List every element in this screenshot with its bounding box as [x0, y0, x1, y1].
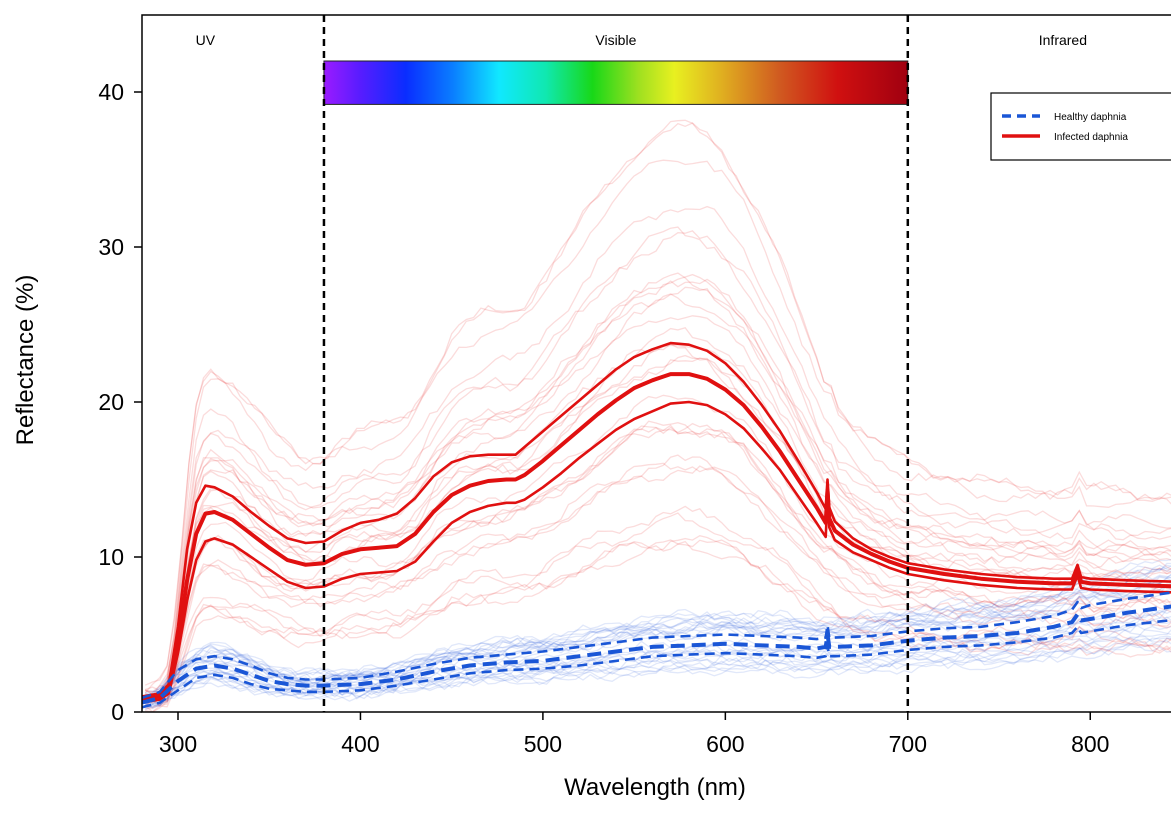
- healthy-sample-line: [145, 635, 1171, 708]
- infected-sample-line: [144, 278, 1171, 702]
- infected-daphnia-mean-line: [142, 372, 1171, 702]
- y-tick-label: 30: [98, 234, 124, 260]
- healthy-sample-line: [144, 628, 1171, 709]
- healthy-sample-line: [145, 635, 1171, 707]
- infected-sample-line: [144, 539, 1171, 712]
- y-tick-label: 20: [98, 389, 124, 415]
- infected-sample-line: [144, 354, 1171, 707]
- y-tick-label: 10: [98, 544, 124, 570]
- y-tick-label: 40: [98, 79, 124, 105]
- infected-sample-line: [144, 119, 1171, 686]
- healthy-sample-line: [145, 574, 1171, 700]
- infected-sample-line: [145, 159, 1171, 696]
- legend: Healthy daphnia Infected daphnia: [990, 92, 1171, 161]
- healthy-daphnia-upper-line: [142, 591, 1171, 700]
- legend-label: Infected daphnia: [1054, 132, 1128, 143]
- healthy-daphnia-lower-line: [142, 618, 1171, 709]
- region-label-infrared: Infrared: [1039, 32, 1087, 48]
- y-axis-title: Reflectance (%): [12, 275, 39, 446]
- y-tick-label: 0: [111, 699, 124, 725]
- infected-sample-line: [145, 465, 1171, 708]
- infected-sample-line: [145, 272, 1171, 693]
- healthy-sample-line: [144, 564, 1171, 697]
- visible-spectrum-bar: [323, 60, 909, 105]
- healthy-sample-line: [145, 625, 1171, 701]
- infected-sample-line: [145, 326, 1171, 693]
- infected-sample-line: [144, 343, 1171, 695]
- infected-sample-line: [145, 462, 1171, 707]
- healthy-sample-line: [144, 564, 1171, 699]
- infected-sample-line: [144, 273, 1171, 701]
- x-tick-label: 800: [1071, 731, 1109, 757]
- x-tick-label: 400: [341, 731, 379, 757]
- x-tick-label: 600: [706, 731, 744, 757]
- healthy-daphnia-mean-line: [142, 604, 1171, 705]
- healthy-sample-line: [144, 573, 1171, 701]
- infected-sample-line: [145, 315, 1171, 700]
- infected-sample-line: [144, 420, 1171, 701]
- infected-sample-line: [144, 539, 1171, 705]
- legend-label: Healthy daphnia: [1054, 112, 1127, 123]
- infected-sample-line: [144, 394, 1171, 701]
- infected-daphnia-lower-line: [142, 400, 1171, 704]
- plot-area: [142, 60, 1171, 712]
- infected-sample-line: [144, 286, 1171, 704]
- infected-sample-line: [145, 205, 1171, 702]
- x-tick-label: 700: [889, 731, 927, 757]
- region-label-visible: Visible: [595, 32, 636, 48]
- infected-sample-line: [145, 422, 1171, 710]
- plot-frame: [141, 14, 1171, 713]
- region-label-uv: UV: [196, 32, 216, 48]
- healthy-sample-line: [144, 568, 1171, 699]
- infected-daphnia-upper-line: [142, 341, 1171, 698]
- healthy-sample-line: [144, 637, 1171, 706]
- infected-sample-line: [144, 226, 1171, 692]
- infected-sample-line: [144, 512, 1171, 703]
- infected-sample-line: [144, 454, 1171, 707]
- infected-sample-line: [145, 424, 1171, 705]
- healthy-sample-line: [145, 558, 1171, 699]
- infected-sample-line: [144, 122, 1171, 694]
- legend-box: [990, 92, 1171, 161]
- infected-sample-line: [144, 426, 1171, 704]
- individual-spectra: [144, 119, 1171, 712]
- infected-sample-line: [144, 293, 1171, 696]
- healthy-sample-line: [144, 577, 1171, 697]
- healthy-sample-line: [144, 580, 1171, 702]
- x-axis-title: Wavelength (nm): [564, 774, 746, 801]
- x-tick-label: 500: [524, 731, 562, 757]
- healthy-sample-line: [144, 588, 1171, 704]
- infected-sample-line: [144, 505, 1171, 708]
- healthy-sample-line: [145, 637, 1171, 709]
- infected-sample-line: [145, 230, 1171, 698]
- healthy-sample-line: [145, 616, 1171, 703]
- x-tick-label: 300: [159, 731, 197, 757]
- healthy-sample-line: [144, 643, 1171, 711]
- healthy-sample-line: [144, 584, 1171, 704]
